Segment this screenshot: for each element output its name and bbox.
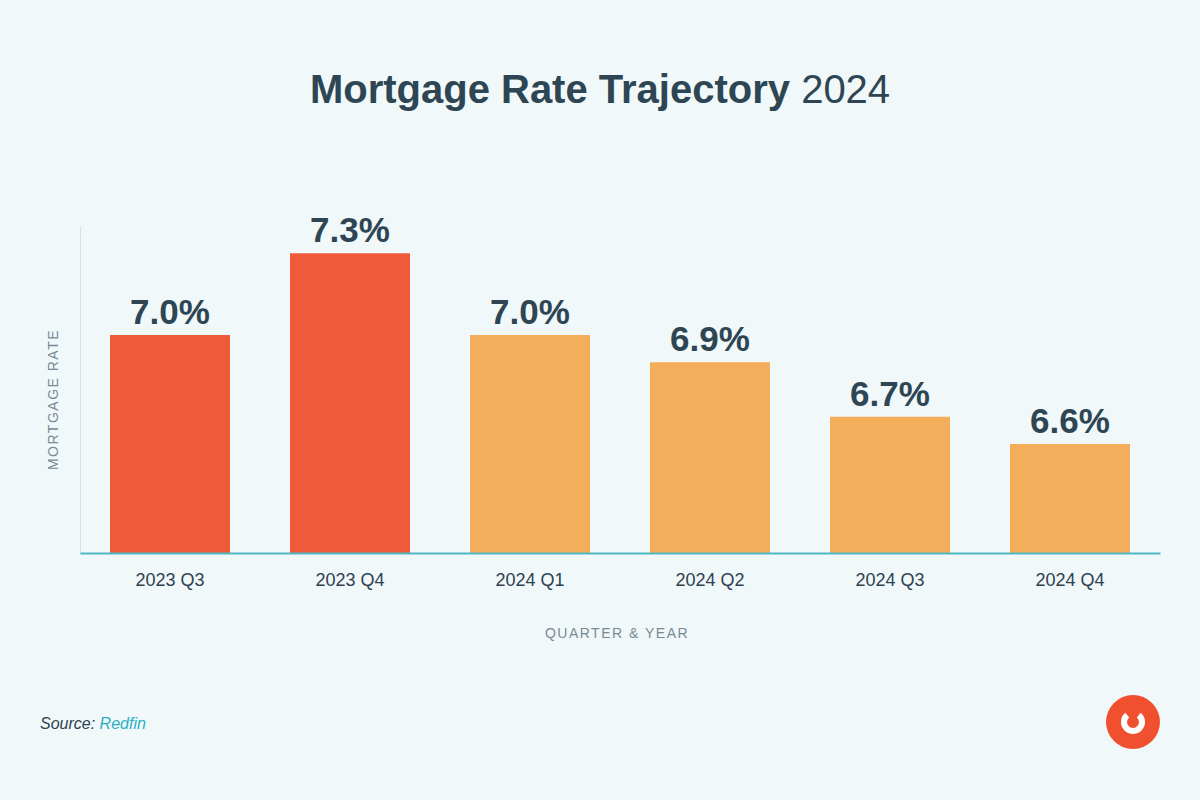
bar (830, 417, 950, 553)
bars (110, 253, 1130, 553)
background (0, 0, 1200, 800)
logo (1106, 695, 1160, 749)
x-tick-label: 2024 Q3 (855, 570, 924, 590)
data-label: 6.6% (1030, 401, 1110, 440)
x-tick-label: 2023 Q3 (135, 570, 204, 590)
y-axis-title: MORTGAGE RATE (45, 329, 61, 470)
bar (650, 362, 770, 553)
bar (290, 253, 410, 553)
data-label: 7.3% (310, 210, 390, 249)
source: Source: Redfin (40, 715, 146, 732)
x-tick-label: 2023 Q4 (315, 570, 384, 590)
data-labels: 7.0% 7.3% 7.0% 6.9% 6.7% 6.6% (130, 210, 1110, 440)
x-tick-label: 2024 Q1 (495, 570, 564, 590)
x-tick: 2023 Q3 (135, 553, 204, 590)
data-label: 6.7% (850, 374, 930, 413)
x-axis: 2023 Q3 2023 Q4 2024 Q1 2024 Q2 2024 Q3 2024 … (81, 553, 1161, 590)
data-label: 7.0% (490, 292, 570, 331)
chart: Mortgage Rate Trajectory 20242023 Q32023… (0, 0, 1200, 800)
title: Mortgage Rate Trajectory 2024 (310, 67, 890, 111)
x-tick: 2023 Q4 (315, 553, 384, 590)
x-tick-label: 2024 Q2 (675, 570, 744, 590)
x-tick: 2024 Q1 (495, 553, 564, 590)
x-tick: 2024 Q4 (1035, 553, 1104, 590)
x-tick: 2024 Q2 (675, 553, 744, 590)
logo-circle (1106, 695, 1160, 749)
bar (1010, 444, 1130, 553)
logo-mark (1121, 713, 1145, 734)
y-axis (80, 227, 81, 554)
data-label: 7.0% (130, 292, 210, 331)
data-label: 6.9% (670, 319, 750, 358)
x-axis-title: QUARTER & YEAR (545, 625, 689, 641)
x-tick: 2024 Q3 (855, 553, 924, 590)
x-tick-label: 2024 Q4 (1035, 570, 1104, 590)
x-axis-line (81, 553, 1161, 555)
y-axis-line (80, 227, 81, 554)
bar (110, 335, 230, 553)
bar (470, 335, 590, 553)
